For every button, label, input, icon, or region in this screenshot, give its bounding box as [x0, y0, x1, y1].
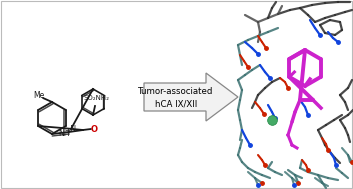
Text: hCA IX/XII: hCA IX/XII: [155, 99, 197, 108]
Text: SO₂NH₂: SO₂NH₂: [83, 95, 109, 101]
Text: O: O: [90, 125, 97, 133]
Text: =N: =N: [65, 125, 77, 133]
Polygon shape: [144, 73, 238, 121]
Text: Tumor-associated: Tumor-associated: [138, 88, 214, 97]
Text: NH: NH: [58, 129, 70, 138]
Text: Me: Me: [34, 91, 44, 101]
